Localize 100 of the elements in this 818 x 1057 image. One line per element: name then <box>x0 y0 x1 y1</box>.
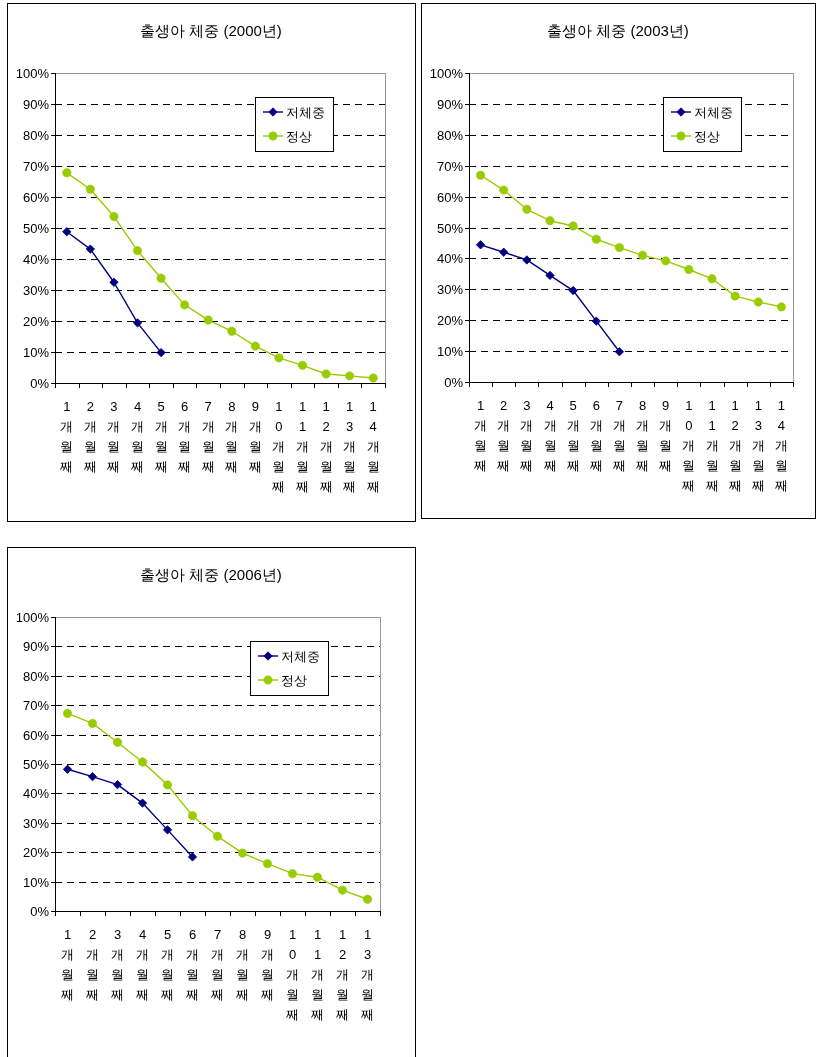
y-tick-label: 70% <box>22 698 50 713</box>
point <box>203 315 213 325</box>
point <box>591 316 601 326</box>
y-tick-label: 80% <box>22 669 50 684</box>
point <box>213 831 222 841</box>
point <box>338 885 347 895</box>
x-tick-label: 13개월째 <box>343 399 357 494</box>
y-tick-label: 40% <box>22 252 50 267</box>
point <box>85 184 95 194</box>
chart-title: 출생아 체중 (2003년) <box>547 22 689 39</box>
x-tick-label: 6개월째 <box>589 398 603 473</box>
point <box>156 273 166 283</box>
x-tick-label: 3개월째 <box>111 927 124 1002</box>
point <box>238 848 247 858</box>
point <box>345 371 355 381</box>
point <box>156 348 166 358</box>
point <box>638 250 648 260</box>
y-tick-label: 50% <box>436 221 464 236</box>
point <box>730 291 740 301</box>
x-tick-label: 1개월째 <box>474 398 488 473</box>
point <box>568 285 578 296</box>
x-tick-label: 3개월째 <box>107 399 121 474</box>
x-tick-label: 5개월째 <box>566 398 580 473</box>
x-tick-label: 7개월째 <box>612 398 626 473</box>
point <box>614 243 624 253</box>
point <box>499 247 509 257</box>
point <box>180 300 190 310</box>
point <box>62 764 73 774</box>
point <box>321 369 331 379</box>
point <box>475 240 486 250</box>
point <box>288 869 297 879</box>
x-tick-label: 12개월째 <box>728 398 742 493</box>
y-tick-label: 0% <box>30 904 50 919</box>
y-tick-label: 10% <box>22 345 50 360</box>
point <box>109 277 119 287</box>
y-tick-label: 50% <box>22 757 50 772</box>
y-tick-label: 30% <box>22 816 50 831</box>
point <box>545 216 555 226</box>
y-tick-label: 10% <box>436 344 464 359</box>
y-tick-label: 90% <box>436 97 464 112</box>
y-tick-label: 30% <box>436 282 464 297</box>
x-tick-label: 13개월째 <box>361 927 374 1022</box>
x-tick-label: 9개월째 <box>261 927 274 1002</box>
point <box>88 718 97 728</box>
y-tick-label: 0% <box>444 375 464 390</box>
point <box>162 825 173 835</box>
x-tick-label: 14개월째 <box>774 398 788 493</box>
y-tick-label: 40% <box>22 786 50 801</box>
y-tick-label: 10% <box>22 875 50 890</box>
x-tick-label: 8개월째 <box>236 927 249 1002</box>
chart-title: 출생아 체중 (2000년) <box>140 22 282 39</box>
x-tick-label: 10개월째 <box>682 398 696 493</box>
point <box>368 373 378 383</box>
x-tick-label: 4개월째 <box>543 398 557 473</box>
point <box>250 341 260 351</box>
y-tick-label: 60% <box>22 728 50 743</box>
y-tick-label: 100% <box>15 66 50 81</box>
legend-label: 저체중 <box>694 104 733 120</box>
y-tick-label: 80% <box>22 128 50 143</box>
y-tick-label: 20% <box>436 313 464 328</box>
point <box>62 227 72 237</box>
x-tick-label: 3개월째 <box>520 398 534 473</box>
x-tick-label: 6개월째 <box>178 399 192 474</box>
legend-label: 정상 <box>694 128 720 144</box>
chart-title: 출생아 체중 (2006년) <box>140 566 282 583</box>
point <box>274 353 284 363</box>
point <box>707 274 717 284</box>
point <box>545 270 555 280</box>
x-tick-label: 13개월째 <box>751 398 765 493</box>
x-tick-label: 9개월째 <box>248 399 262 474</box>
y-tick-label: 60% <box>436 190 464 205</box>
x-tick-label: 8개월째 <box>636 398 650 473</box>
point <box>187 852 198 862</box>
point <box>188 811 197 821</box>
point <box>87 772 98 782</box>
point <box>298 360 307 370</box>
point <box>137 798 148 808</box>
point <box>163 780 172 790</box>
y-tick-label: 0% <box>30 376 50 391</box>
y-tick-label: 40% <box>436 251 464 266</box>
point <box>113 737 122 747</box>
point <box>591 234 601 244</box>
point <box>109 212 119 222</box>
x-tick-label: 11개월째 <box>311 927 324 1022</box>
x-tick-label: 10개월째 <box>272 399 286 494</box>
point <box>363 894 372 904</box>
point <box>661 256 671 266</box>
point <box>133 246 142 256</box>
y-tick-label: 20% <box>22 314 50 329</box>
legend-label: 정상 <box>286 128 312 144</box>
legend-label: 저체중 <box>281 648 320 664</box>
y-tick-label: 70% <box>436 159 464 174</box>
point <box>522 255 532 265</box>
y-tick-label: 60% <box>22 190 50 205</box>
y-tick-label: 50% <box>22 221 50 236</box>
y-tick-label: 70% <box>22 159 50 174</box>
x-tick-label: 12개월째 <box>336 927 349 1022</box>
legend-label: 저체중 <box>286 104 325 120</box>
point <box>753 297 763 307</box>
y-tick-label: 100% <box>15 610 50 625</box>
